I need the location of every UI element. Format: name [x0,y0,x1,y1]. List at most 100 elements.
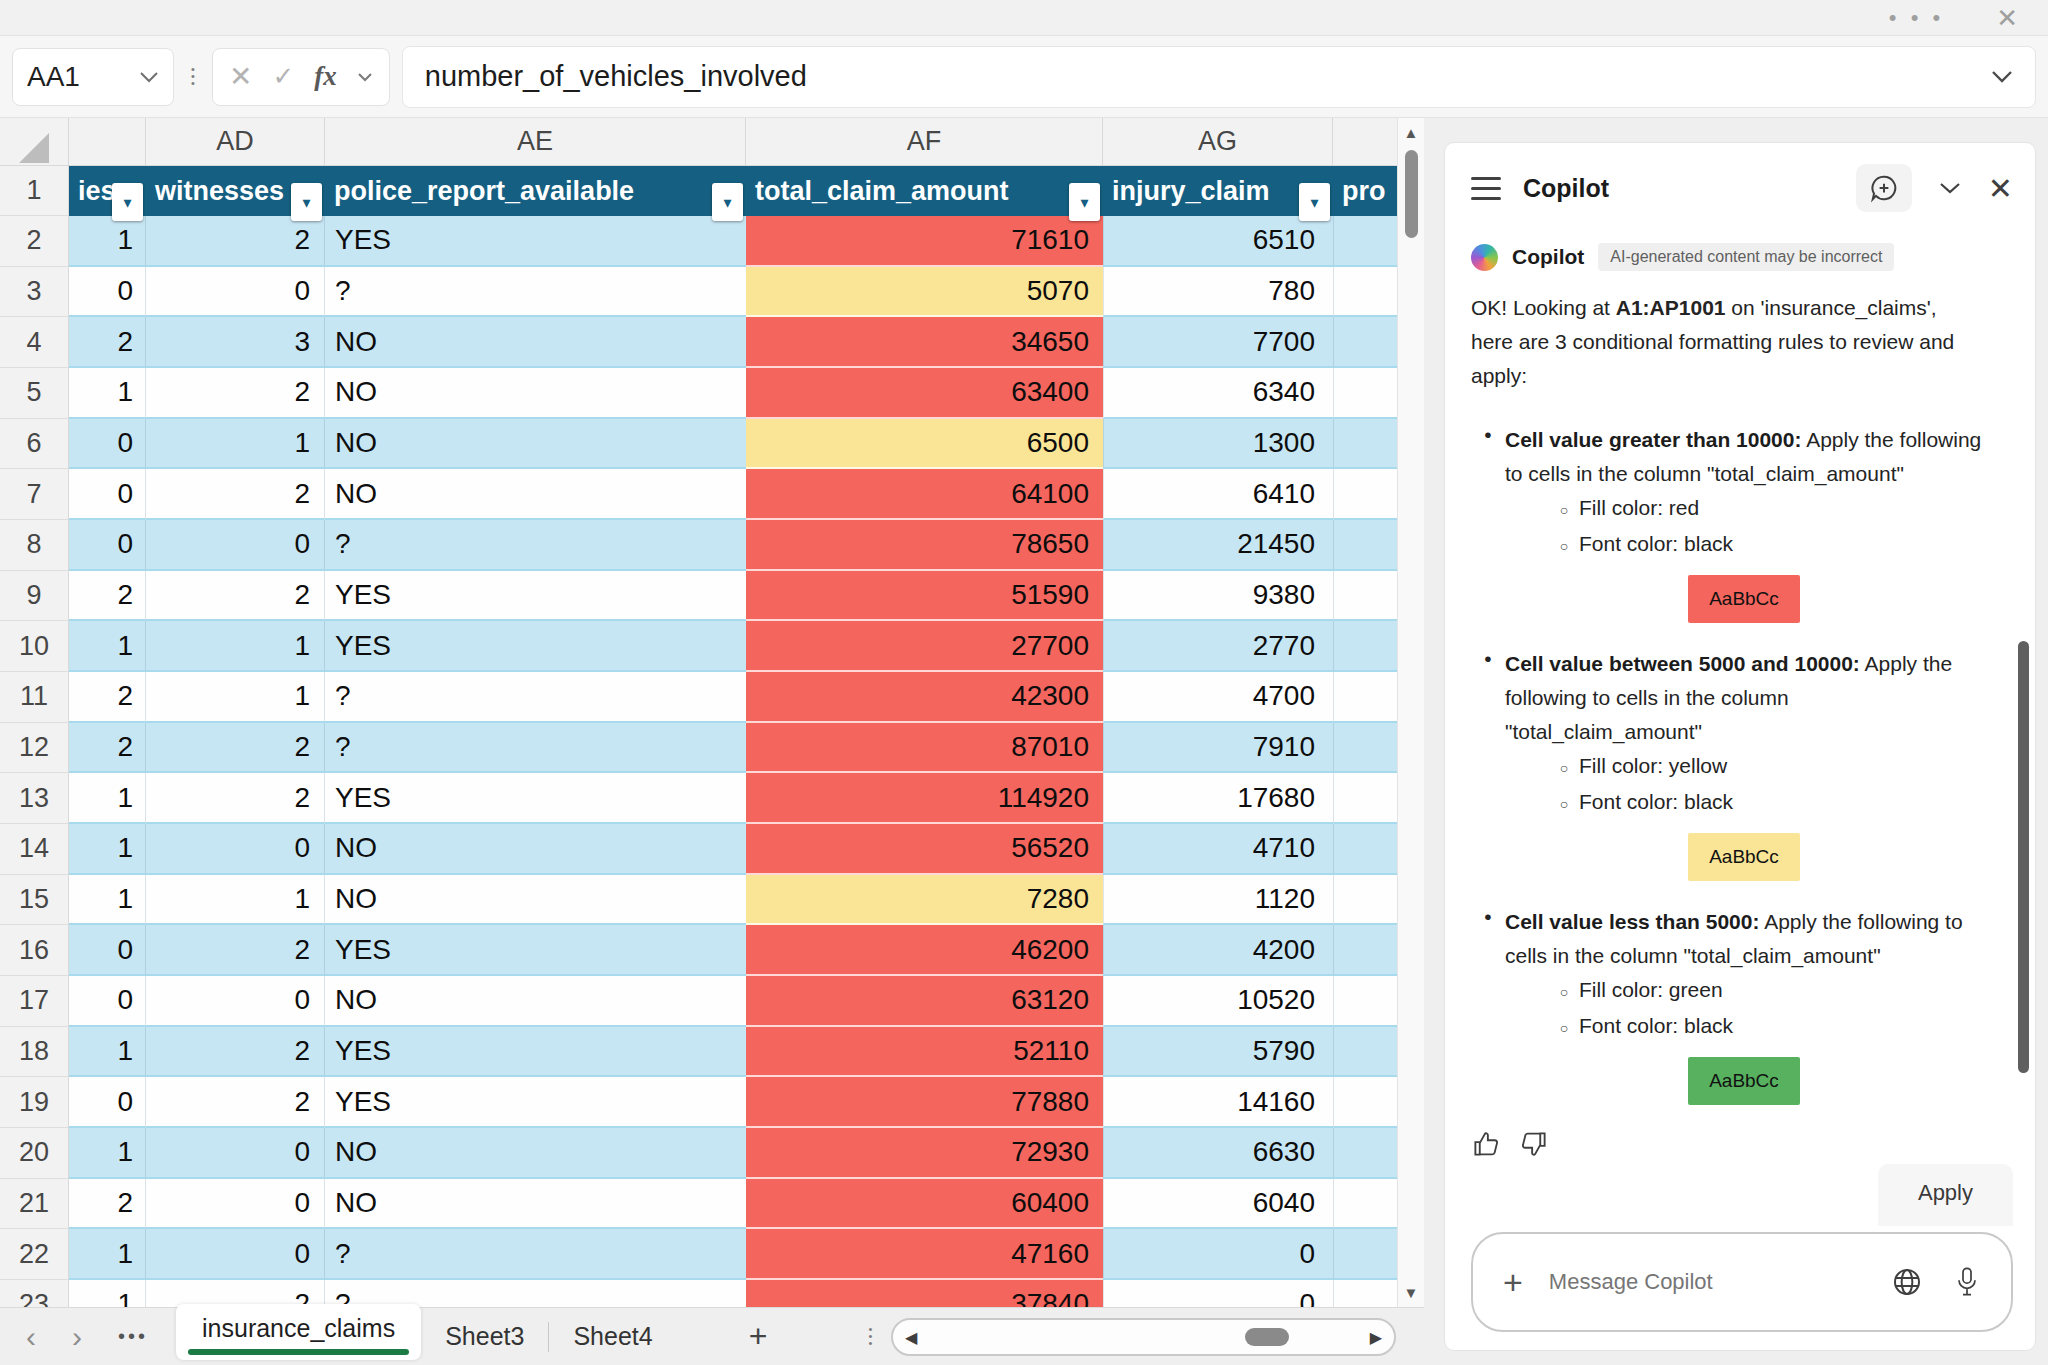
cell-injury-claim[interactable]: 5790 [1103,1027,1333,1078]
header-total-claim-amount[interactable]: total_claim_amount ▾ [746,166,1103,216]
cell-total-claim-amount[interactable]: 27700 [746,621,1103,672]
formula-input[interactable]: number_of_vehicles_involved [402,46,2036,108]
cell-bodily-injuries[interactable]: 0 [69,520,146,571]
row-number[interactable]: 14 [0,824,69,875]
cell-police-report[interactable]: ? [325,672,746,723]
row-number[interactable]: 2 [0,216,69,267]
cell-property-claim-partial[interactable] [1333,216,1397,267]
column-letter-AG[interactable]: AG [1103,118,1333,165]
cell-property-claim-partial[interactable] [1333,1179,1397,1230]
cell-total-claim-amount[interactable]: 46200 [746,925,1103,976]
cell-total-claim-amount[interactable]: 7280 [746,875,1103,926]
cell-injury-claim[interactable]: 6630 [1103,1128,1333,1179]
row-number[interactable]: 20 [0,1128,69,1179]
cell-witnesses[interactable]: 2 [146,368,325,419]
row-number[interactable]: 11 [0,672,69,723]
cell-injury-claim[interactable]: 4200 [1103,925,1333,976]
cell-police-report[interactable]: NO [325,368,746,419]
cell-injury-claim[interactable]: 6340 [1103,368,1333,419]
row-number[interactable]: 5 [0,368,69,419]
cell-bodily-injuries[interactable]: 0 [69,1077,146,1128]
cell-injury-claim[interactable]: 7910 [1103,723,1333,774]
cell-total-claim-amount[interactable]: 87010 [746,723,1103,774]
confirm-entry-icon[interactable]: ✓ [272,61,294,92]
cell-police-report[interactable]: ? [325,267,746,318]
cell-bodily-injuries[interactable]: 2 [69,317,146,368]
filter-icon[interactable]: ▾ [112,183,143,221]
cell-property-claim-partial[interactable] [1333,976,1397,1027]
cell-police-report[interactable]: ? [325,723,746,774]
cell-police-report[interactable]: YES [325,1077,746,1128]
cell-witnesses[interactable]: 0 [146,1179,325,1230]
attach-plus-icon[interactable]: + [1503,1263,1523,1302]
cell-witnesses[interactable]: 0 [146,824,325,875]
cell-property-claim-partial[interactable] [1333,723,1397,774]
horizontal-scrollbar[interactable]: ◀ ▶ [891,1318,1396,1356]
filter-icon[interactable]: ▾ [1069,183,1100,221]
cell-witnesses[interactable]: 2 [146,1077,325,1128]
cell-total-claim-amount[interactable]: 6500 [746,419,1103,470]
cancel-entry-icon[interactable]: ✕ [229,60,252,93]
header-police-report-available[interactable]: police_report_available ▾ [325,166,746,216]
cell-witnesses[interactable]: 3 [146,317,325,368]
cell-bodily-injuries[interactable]: 2 [69,672,146,723]
cell-property-claim-partial[interactable] [1333,1229,1397,1280]
scroll-left-icon[interactable]: ◀ [893,1328,929,1347]
cell-total-claim-amount[interactable]: 47160 [746,1229,1103,1280]
filter-icon[interactable]: ▾ [1299,183,1330,221]
cell-police-report[interactable]: ? [325,1229,746,1280]
menu-icon[interactable] [1471,177,1501,200]
cell-police-report[interactable]: NO [325,419,746,470]
header-property-claim-partial[interactable]: pro [1333,166,1397,216]
panel-scroll-thumb[interactable] [2018,641,2029,1073]
horizontal-scroll-thumb[interactable] [1245,1328,1289,1346]
cell-injury-claim[interactable]: 0 [1103,1229,1333,1280]
cell-total-claim-amount[interactable]: 52110 [746,1027,1103,1078]
cell-total-claim-amount[interactable]: 114920 [746,773,1103,824]
cell-witnesses[interactable]: 0 [146,520,325,571]
cell-police-report[interactable]: YES [325,925,746,976]
cell-witnesses[interactable]: 1 [146,419,325,470]
row-number[interactable]: 10 [0,621,69,672]
cell-witnesses[interactable]: 2 [146,1280,325,1307]
cell-police-report[interactable]: NO [325,875,746,926]
cell-property-claim-partial[interactable] [1333,317,1397,368]
cell-police-report[interactable]: ? [325,520,746,571]
cell-police-report[interactable]: YES [325,621,746,672]
sheet-tab-insurance-claims[interactable]: insurance_claims [176,1304,421,1360]
row-number[interactable]: 4 [0,317,69,368]
row-number[interactable]: 15 [0,875,69,926]
cell-witnesses[interactable]: 2 [146,1027,325,1078]
cell-police-report[interactable]: NO [325,317,746,368]
header-witnesses[interactable]: witnesses ▾ [146,166,325,216]
sheet-tab-sheet4[interactable]: Sheet4 [549,1322,676,1351]
column-letter-AD[interactable]: AD [146,118,325,165]
column-letter-partial[interactable] [69,118,146,165]
cell-property-claim-partial[interactable] [1333,824,1397,875]
row-number[interactable]: 8 [0,520,69,571]
cell-witnesses[interactable]: 2 [146,723,325,774]
column-letter-AF[interactable]: AF [746,118,1103,165]
cell-injury-claim[interactable]: 1300 [1103,419,1333,470]
cell-property-claim-partial[interactable] [1333,1128,1397,1179]
cell-property-claim-partial[interactable] [1333,621,1397,672]
name-box-chevron-icon[interactable] [139,71,159,83]
cell-injury-claim[interactable]: 6410 [1103,469,1333,520]
cell-witnesses[interactable]: 1 [146,621,325,672]
web-globe-icon[interactable] [1891,1266,1923,1298]
cell-total-claim-amount[interactable]: 64100 [746,469,1103,520]
cell-police-report[interactable]: NO [325,1179,746,1230]
apply-button[interactable]: Apply [1878,1164,2013,1226]
row-number[interactable]: 16 [0,925,69,976]
cell-witnesses[interactable]: 2 [146,469,325,520]
formula-bar-expand-icon[interactable] [1991,70,2013,83]
thumbs-up-icon[interactable] [1471,1129,1501,1159]
cell-police-report[interactable]: YES [325,1027,746,1078]
row-number[interactable]: 7 [0,469,69,520]
microphone-icon[interactable] [1953,1266,1981,1298]
cell-total-claim-amount[interactable]: 72930 [746,1128,1103,1179]
cell-injury-claim[interactable]: 1120 [1103,875,1333,926]
cell-property-claim-partial[interactable] [1333,368,1397,419]
new-chat-button[interactable] [1856,164,1912,212]
cell-property-claim-partial[interactable] [1333,773,1397,824]
